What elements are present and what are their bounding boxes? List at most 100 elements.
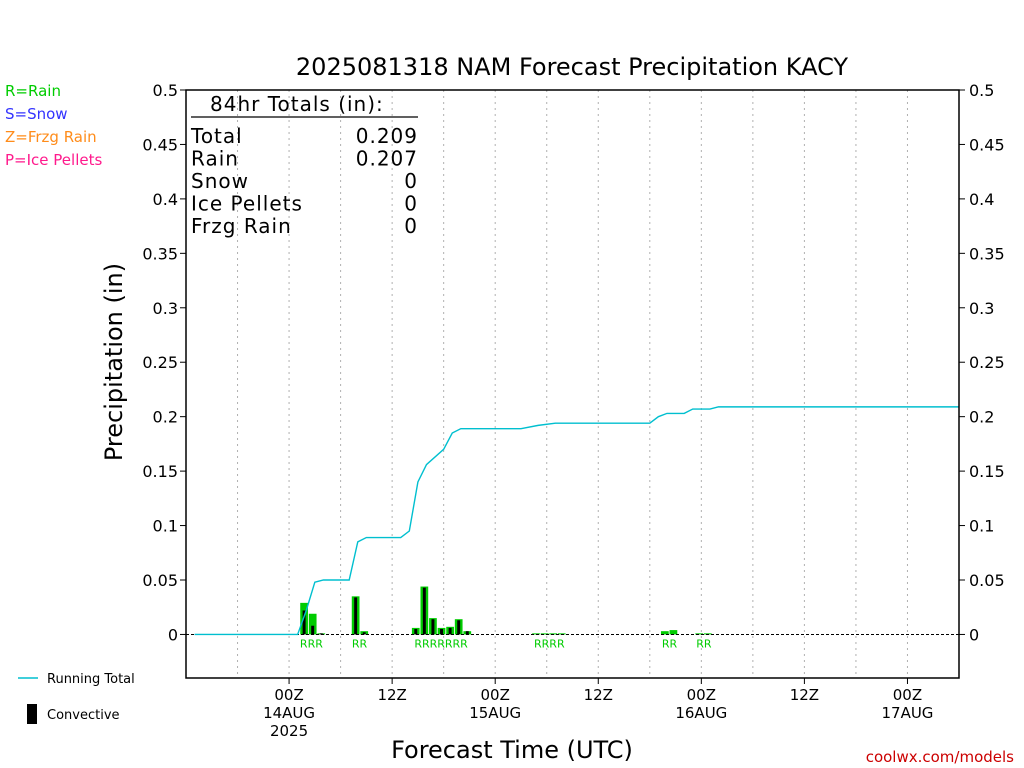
precip-bars <box>186 586 959 635</box>
credit-text: coolwx.com/models <box>866 748 1014 766</box>
y-tick-label-right: 0.45 <box>969 135 1005 154</box>
convective-bar <box>362 632 366 635</box>
totals-label: Frzg Rain <box>191 214 292 238</box>
chart-axes: 0.5 0.5 0.45 0.45 0.4 0.4 0.35 0.35 0.3 0.3 0.25 0.… <box>142 81 1004 740</box>
y-tick-label-right: 0.05 <box>969 571 1005 590</box>
y-tick-label: 0.25 <box>142 353 178 372</box>
x-tick-label-line: 17AUG <box>881 704 933 722</box>
y-tick-label-right: 0.2 <box>969 408 994 427</box>
convective-bar <box>457 620 461 635</box>
rain-bar <box>695 633 704 635</box>
rain-bar <box>532 633 540 635</box>
y-tick-label: 0.1 <box>153 517 178 536</box>
rain-bar <box>660 631 669 635</box>
y-tick-label: 0.3 <box>153 299 178 318</box>
x-tick-label-line: 00Z <box>687 686 716 704</box>
convective-bar <box>311 625 315 635</box>
legend-entry: Running Total <box>47 672 135 687</box>
x-tick-label-line: 00Z <box>274 686 303 704</box>
x-tick-label: 00Z 16AUG <box>675 686 727 722</box>
rain-bar <box>540 633 549 635</box>
totals-label: Total <box>190 124 243 148</box>
x-tick-label-line: 16AUG <box>675 704 727 722</box>
y-tick-label-right: 0.4 <box>969 190 994 209</box>
convective-bar <box>414 629 418 635</box>
convective-bar <box>319 633 323 635</box>
convective-bar <box>440 629 443 635</box>
legend-entry: Convective <box>47 708 120 723</box>
y-tick-label: 0.4 <box>153 190 178 209</box>
convective-bar <box>448 627 452 635</box>
totals-value: 0 <box>404 169 418 193</box>
x-tick-label: 12Z <box>377 686 406 704</box>
precip-type-code: RR <box>696 637 712 650</box>
y-tick-label: 0.15 <box>142 462 178 481</box>
y-tick-label: 0.45 <box>142 135 178 154</box>
rain-bar <box>703 633 712 635</box>
rain-bar <box>669 630 678 635</box>
convective-bar <box>422 587 426 635</box>
rain-bar <box>308 613 317 635</box>
y-tick-label: 0 <box>168 625 178 644</box>
totals-label: Snow <box>191 169 249 193</box>
legend-entry: P=Ice Pellets <box>5 151 102 169</box>
x-tick-label-line: 12Z <box>377 686 406 704</box>
convective-bar <box>431 619 435 635</box>
totals-header: 84hr Totals (in): <box>210 92 384 116</box>
y-tick-label-right: 0.15 <box>969 462 1005 481</box>
x-tick-label-line: 2025 <box>270 722 308 740</box>
y-tick-label: 0.2 <box>153 408 178 427</box>
y-tick-label-right: 0.5 <box>969 81 994 100</box>
legend-entry: Z=Frzg Rain <box>5 128 97 146</box>
y-tick-label-right: 0.3 <box>969 299 994 318</box>
y-tick-label: 0.05 <box>142 571 178 590</box>
precip-type-code: RRRRRRR <box>414 637 468 650</box>
x-tick-label-line: 00Z <box>893 686 922 704</box>
convective-bar <box>465 631 469 635</box>
y-tick-label-right: 0 <box>969 625 979 644</box>
chart-title: 2025081318 NAM Forecast Precipitation KA… <box>296 53 849 81</box>
x-tick-label: 12Z <box>584 686 613 704</box>
y-tick-label-right: 0.25 <box>969 353 1005 372</box>
x-tick-label-line: 12Z <box>584 686 613 704</box>
rain-bar <box>557 633 566 635</box>
rain-bar <box>549 633 558 635</box>
y-tick-label: 0.35 <box>142 244 178 263</box>
y-tick-label-right: 0.35 <box>969 244 1005 263</box>
x-tick-label-line: 14AUG <box>263 704 315 722</box>
x-tick-label: 12Z <box>790 686 819 704</box>
precip-type-code: RR <box>352 637 368 650</box>
totals-label: Ice Pellets <box>191 192 303 216</box>
x-tick-label-line: 12Z <box>790 686 819 704</box>
totals-value: 0 <box>404 192 418 216</box>
series-legend: Running Total Convective <box>18 672 135 724</box>
x-tick-label-line: 00Z <box>481 686 510 704</box>
legend-entry: R=Rain <box>5 82 61 100</box>
totals-box: 84hr Totals (in): Total 0.209 Rain 0.207 Snow… <box>190 92 418 238</box>
x-axis-label: Forecast Time (UTC) <box>391 736 633 764</box>
precip-type-code: RRRR <box>534 637 565 650</box>
precip-type-code: RR <box>662 637 678 650</box>
x-tick-label-line: 15AUG <box>469 704 521 722</box>
running-total-line <box>194 406 959 636</box>
totals-value: 0 <box>404 214 418 238</box>
vertical-gridlines <box>237 90 960 678</box>
legend-entry: S=Snow <box>5 105 68 123</box>
plot-frame <box>185 89 960 679</box>
y-tick-label: 0.5 <box>153 81 178 100</box>
totals-value: 0.207 <box>356 147 418 171</box>
x-tick-label: 00Z 15AUG <box>469 686 521 722</box>
x-tick-label: 00Z 14AUG 2025 <box>263 686 315 740</box>
precip-type-codes: RRR RR RRRRRRR RRRR RR RR <box>300 637 712 650</box>
convective-bar <box>302 610 306 635</box>
totals-value: 0.209 <box>356 124 418 148</box>
precip-type-legend: R=Rain S=Snow Z=Frzg Rain P=Ice Pellets <box>5 82 102 169</box>
legend-bar-swatch <box>27 704 37 724</box>
y-tick-label-right: 0.1 <box>969 517 994 536</box>
y-axis-label: Precipitation (in) <box>100 263 128 461</box>
x-tick-label: 00Z 17AUG <box>881 686 933 722</box>
running-total-polyline <box>194 406 959 636</box>
totals-label: Rain <box>191 147 239 171</box>
precip-type-code: RRR <box>300 637 323 650</box>
